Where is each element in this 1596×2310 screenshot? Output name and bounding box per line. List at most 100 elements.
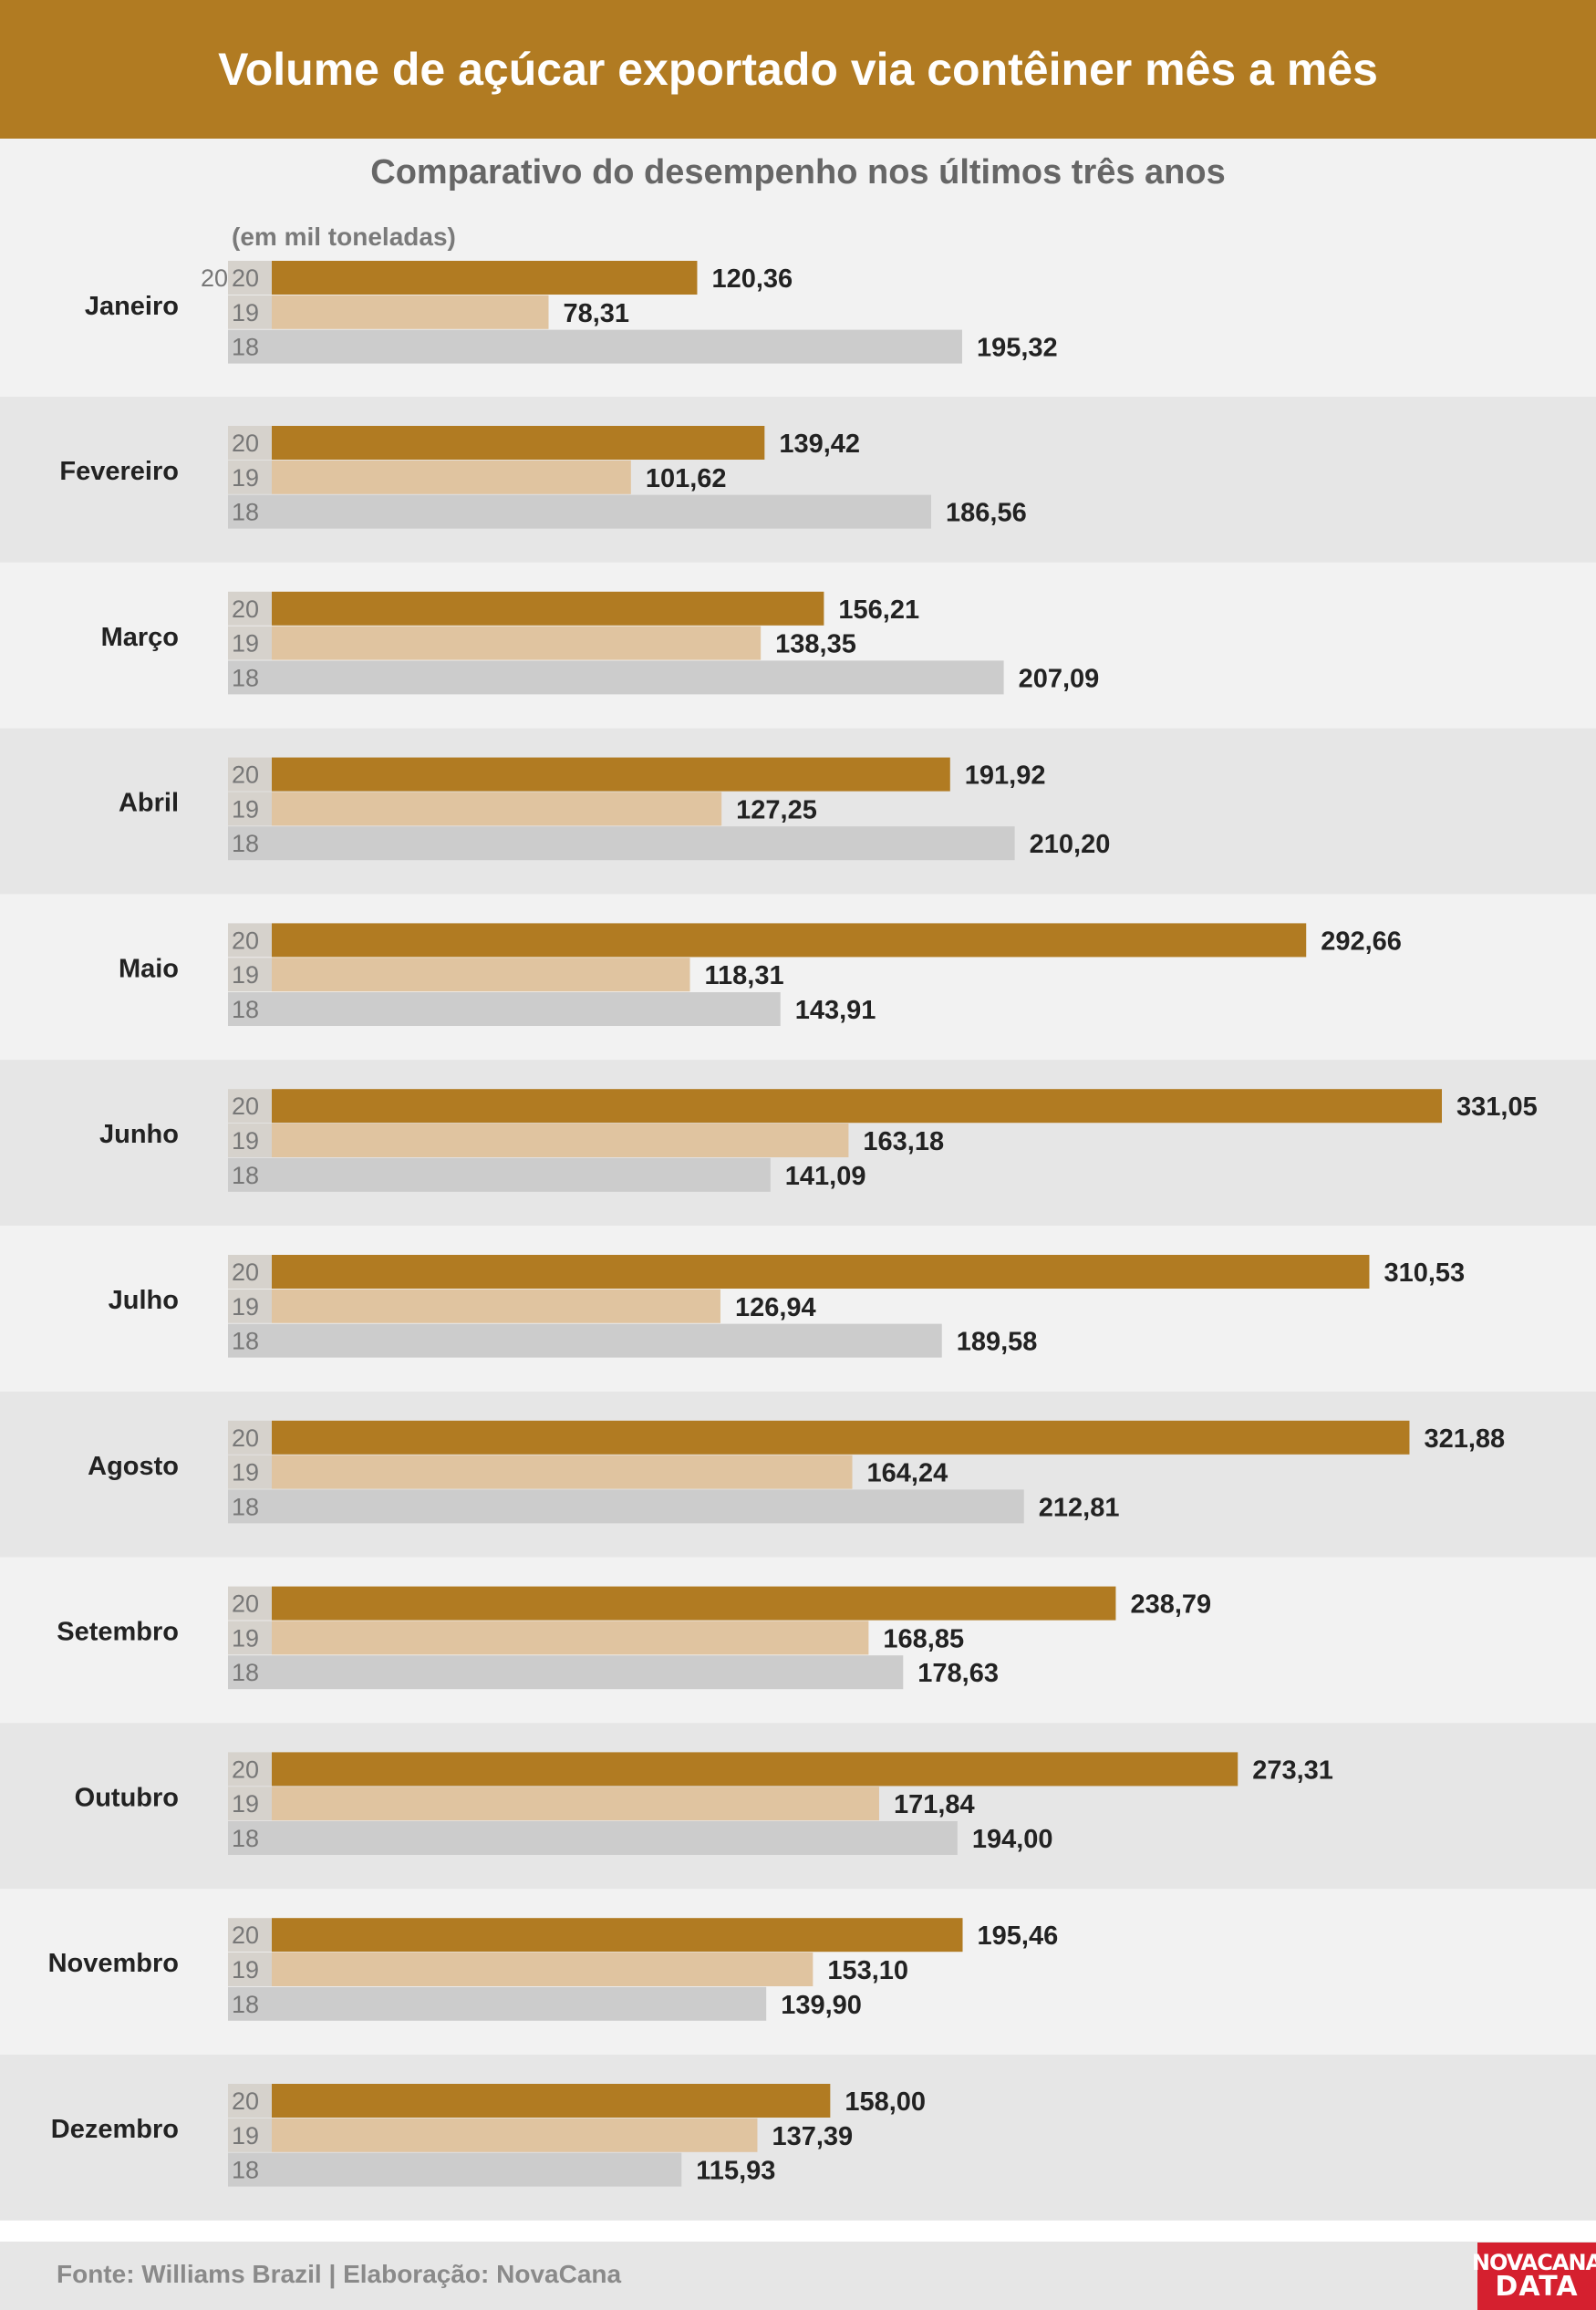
- bar-19-8: [272, 1621, 869, 1655]
- value-label: 158,00: [845, 2087, 926, 2117]
- chart-title: Volume de açúcar exportado via contêiner…: [218, 44, 1378, 95]
- value-label: 168,85: [883, 1624, 964, 1653]
- bar-18-2: [272, 660, 1004, 695]
- year-tag-label: 19: [232, 2122, 259, 2149]
- bar-20-11: [272, 2084, 831, 2118]
- value-label: 331,05: [1456, 1093, 1538, 1122]
- value-label: 207,09: [1019, 664, 1100, 693]
- value-label: 101,62: [646, 464, 727, 493]
- bar-19-11: [272, 2118, 758, 2152]
- value-label: 191,92: [965, 761, 1046, 791]
- value-label: 120,36: [711, 264, 793, 294]
- value-label: 210,20: [1030, 830, 1111, 859]
- year-tag: [228, 1323, 272, 1358]
- year-tag: [228, 958, 272, 992]
- year-tag: [228, 1089, 272, 1124]
- month-label: Junho: [99, 1120, 179, 1149]
- value-label: 127,25: [736, 795, 817, 824]
- year-prefix: 20: [201, 264, 228, 292]
- month-group-9: Outubro 20 273,31 19 171,84 18 194,00: [0, 1723, 1596, 1890]
- month-label: Maio: [119, 954, 179, 983]
- logo-line-1: NOVACANA: [1471, 2250, 1596, 2275]
- year-tag: [228, 1986, 272, 2021]
- value-label: 238,79: [1130, 1590, 1211, 1620]
- month-label: Março: [101, 623, 179, 652]
- bar-20-2: [272, 591, 824, 626]
- bar-18-9: [272, 1821, 958, 1855]
- year-tag-label: 18: [232, 664, 259, 691]
- year-tag: [228, 660, 272, 695]
- year-tag-label: 18: [232, 1162, 259, 1189]
- month-group-11: Dezembro 20 158,00 19 137,39 18 115,93: [0, 2055, 1596, 2221]
- year-tag-label: 19: [232, 795, 259, 823]
- bar-19-1: [272, 460, 631, 494]
- bar-18-8: [272, 1655, 904, 1690]
- year-tag: [228, 426, 272, 460]
- bar-18-0: [272, 329, 962, 364]
- year-tag: [228, 1752, 272, 1787]
- year-tag: [228, 1124, 272, 1157]
- value-label: 321,88: [1424, 1424, 1505, 1454]
- year-tag-label: 19: [232, 299, 259, 326]
- year-tag: [228, 295, 272, 329]
- year-tag-label: 18: [232, 1991, 259, 2018]
- month-group-1: Fevereiro 20 139,42 19 101,62 18 186,56: [0, 397, 1596, 563]
- value-label: 310,53: [1384, 1259, 1465, 1288]
- year-tag-label: 20: [232, 927, 259, 954]
- year-tag: [228, 329, 272, 364]
- year-tag-label: 20: [232, 264, 259, 292]
- month-label: Novembro: [48, 1949, 179, 1978]
- value-label: 138,35: [775, 630, 856, 659]
- bar-20-7: [272, 1420, 1410, 1455]
- value-label: 139,90: [781, 1991, 862, 2020]
- bar-20-10: [272, 1918, 963, 1953]
- value-label: 78,31: [563, 299, 629, 328]
- value-label: 143,91: [795, 996, 876, 1025]
- bar-20-1: [272, 426, 765, 460]
- year-tag-label: 18: [232, 334, 259, 361]
- bar-20-8: [272, 1586, 1116, 1621]
- month-group-5: Junho 20 331,05 19 163,18 18 141,09: [0, 1060, 1596, 1226]
- bar-18-1: [272, 494, 932, 529]
- year-tag: [228, 792, 272, 826]
- month-group-4: Maio 20 292,66 19 118,31 18 143,91: [0, 894, 1596, 1061]
- bar-19-10: [272, 1953, 814, 1986]
- year-tag-label: 18: [232, 830, 259, 857]
- month-label: Outubro: [75, 1783, 179, 1812]
- year-tag-label: 19: [232, 1624, 259, 1652]
- value-label: 292,66: [1321, 927, 1402, 956]
- source-note: Fonte: Williams Brazil | Elaboração: Nov…: [57, 2260, 622, 2288]
- year-tag-label: 20: [232, 430, 259, 457]
- year-tag-label: 20: [232, 761, 259, 789]
- year-tag-label: 19: [232, 464, 259, 492]
- year-tag: [228, 261, 272, 295]
- year-tag: [228, 757, 272, 792]
- year-tag: [228, 494, 272, 529]
- year-tag-label: 20: [232, 1093, 259, 1120]
- month-label: Setembro: [57, 1618, 179, 1647]
- bar-18-11: [272, 2152, 682, 2187]
- bar-18-6: [272, 1323, 942, 1358]
- bar-19-5: [272, 1124, 849, 1157]
- value-label: 139,42: [779, 430, 860, 459]
- value-label: 156,21: [838, 596, 919, 625]
- bar-18-7: [272, 1489, 1024, 1524]
- month-group-3: Abril 20 191,92 19 127,25 18 210,20: [0, 728, 1596, 895]
- year-tag-label: 18: [232, 499, 259, 526]
- month-group-0: Janeiro 20 120,36 19 78,31 18 195,32 20: [0, 139, 1596, 397]
- year-tag-label: 19: [232, 1956, 259, 1984]
- value-label: 171,84: [894, 1790, 975, 1819]
- year-tag-label: 19: [232, 961, 259, 989]
- year-tag: [228, 626, 272, 660]
- year-tag: [228, 460, 272, 494]
- year-tag: [228, 1420, 272, 1455]
- footer-bar: [0, 2242, 1596, 2310]
- year-tag-label: 18: [232, 2157, 259, 2184]
- year-tag: [228, 2118, 272, 2152]
- year-tag: [228, 1255, 272, 1289]
- value-label: 126,94: [735, 1293, 816, 1322]
- month-group-7: Agosto 20 321,88 19 164,24 18 212,81: [0, 1391, 1596, 1558]
- year-tag-label: 18: [232, 1659, 259, 1686]
